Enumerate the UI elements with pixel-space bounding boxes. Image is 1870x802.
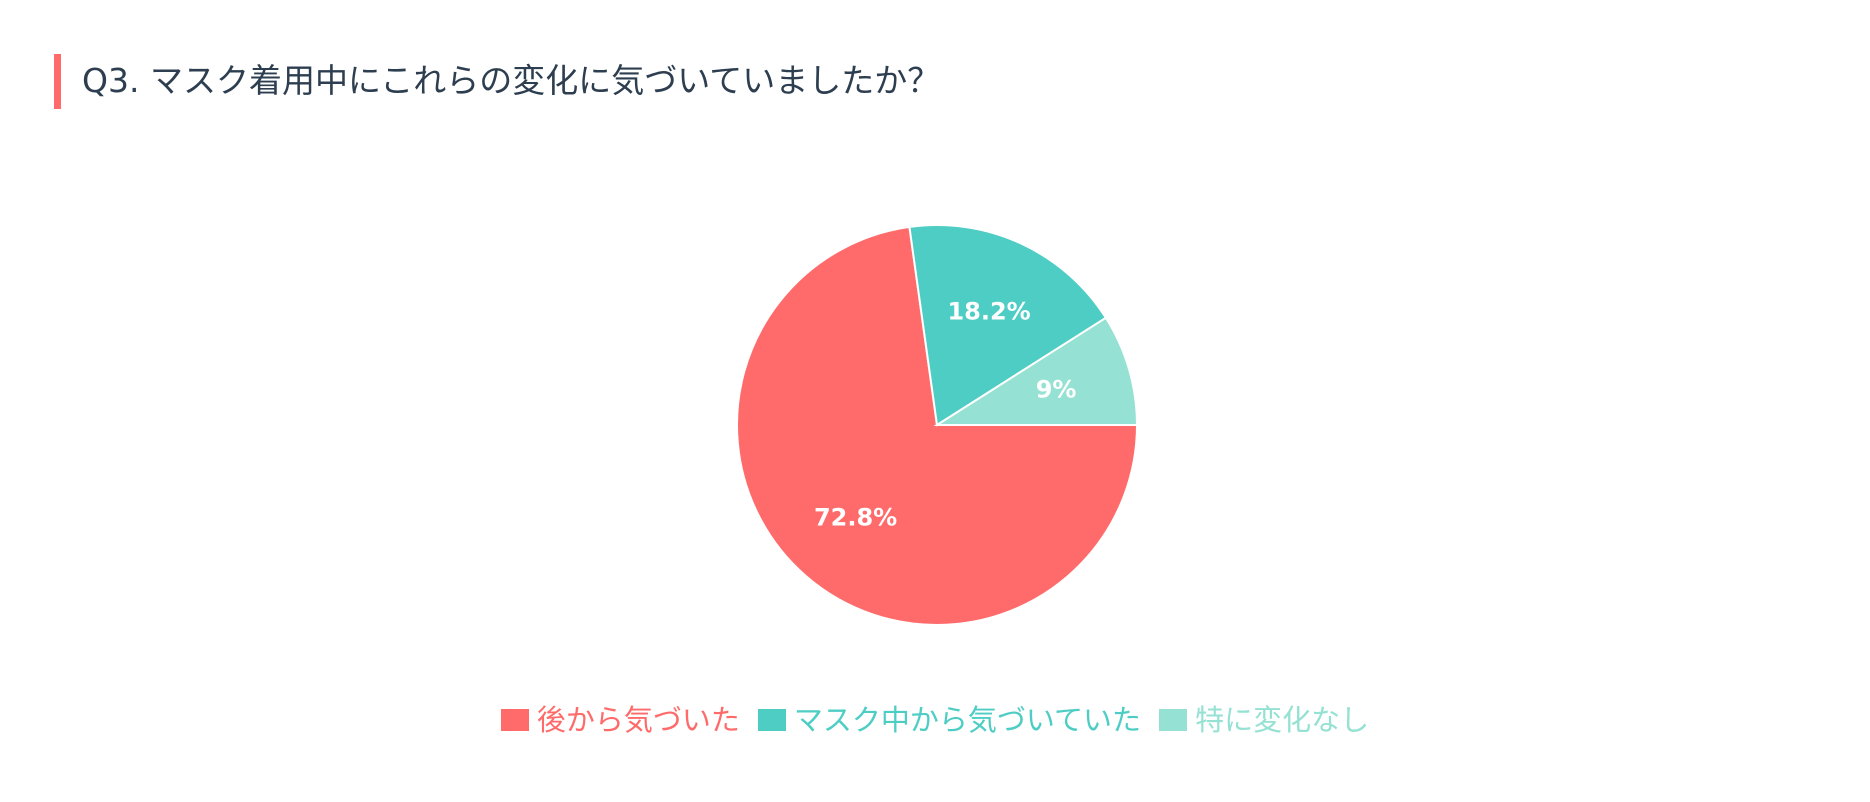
title-accent-bar (54, 54, 61, 109)
pie-chart: 72.8% 18.2% 9% (736, 224, 1139, 626)
pie-slice-label-1: 18.2% (947, 297, 1030, 325)
pie-slice-label-0: 72.8% (814, 504, 897, 532)
pie-slice-2 (933, 316, 1139, 426)
legend-item-2: 特に変化なし (1159, 700, 1369, 740)
legend-swatch-0 (500, 709, 529, 731)
legend-label-1: マスク中から気づいていた (793, 703, 1142, 737)
legend-swatch-1 (757, 709, 786, 731)
legend-item-0: 後から気づいた (500, 700, 740, 740)
pie-slice-1 (908, 224, 1108, 427)
legend-label-0: 後から気づいた (536, 703, 740, 737)
pie-slice-label-2: 9% (1036, 375, 1077, 403)
legend-swatch-2 (1159, 709, 1188, 731)
legend-item-1: マスク中から気づいていた (757, 700, 1142, 740)
chart-legend: 後から気づいた マスク中から気づいていた 特に変化なし (0, 700, 1870, 740)
legend-label-2: 特に変化なし (1195, 703, 1370, 737)
chart-title: Q3. マスク着用中にこれらの変化に気づいていましたか？ (82, 61, 941, 100)
